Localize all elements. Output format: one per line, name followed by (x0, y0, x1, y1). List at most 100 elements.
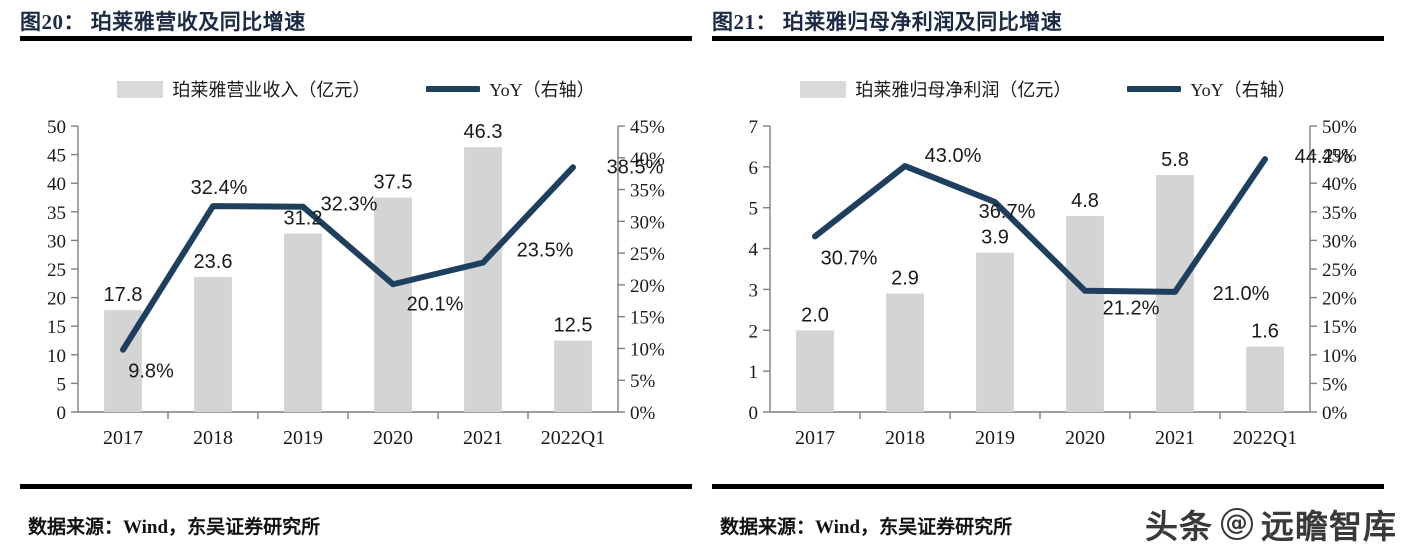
yoy-value-label: 36.7% (979, 201, 1036, 223)
y2-axis-tick-label: 40% (1322, 174, 1357, 195)
y2-axis-tick-label: 35% (630, 181, 665, 202)
chart-legend: 珀莱雅归母净利润（亿元） YoY（右轴） (712, 72, 1384, 106)
legend-line-label: YoY（右轴） (1190, 80, 1296, 100)
chart-svg: 0 5 10 15 20 25 30 35 40 45 50 0% 5% 10% 15% 20% 25% 30% 3… (47, 118, 665, 449)
y-axis-tick-label: 6 (749, 158, 759, 179)
x-axis-category-label: 2019 (975, 427, 1015, 449)
y2-axis-tick-label: 25% (1322, 260, 1357, 281)
x-axis-category-label: 2017 (795, 427, 835, 449)
y-axis-tick-label: 5 (749, 199, 759, 220)
yoy-value-label: 9.8% (128, 361, 174, 383)
y2-axis-tick-label: 20% (1322, 289, 1357, 310)
chart-legend: 珀莱雅营业收入（亿元） YoY（右轴） (20, 72, 692, 106)
bar-2017 (796, 330, 834, 412)
bar-value-label: 37.5 (374, 172, 413, 194)
y2-axis-tick-label: 10% (630, 339, 665, 360)
x-axis-category-label: 2018 (193, 427, 233, 449)
yoy-value-label: 43.0% (925, 145, 982, 167)
y-axis-tick-label: 50 (47, 118, 66, 138)
y-axis-tick-label: 4 (749, 240, 759, 261)
yoy-value-label: 32.4% (191, 177, 248, 199)
bar-value-label: 2.0 (801, 304, 829, 326)
x-axis-category-label: 2022Q1 (1233, 427, 1297, 449)
y2-axis-tick-label: 10% (1322, 346, 1357, 367)
x-axis-category-label: 2018 (885, 427, 925, 449)
footer-divider (20, 484, 692, 489)
bar-value-label: 17.8 (104, 284, 143, 306)
x-axis-category-label: 2019 (283, 427, 323, 449)
bar-2018 (886, 293, 924, 412)
y-axis-tick-label: 20 (47, 289, 66, 310)
bar-2018 (194, 277, 232, 412)
y2-axis-tick-label: 5% (1322, 374, 1348, 395)
figure-panel-21: 图21： 珀莱雅归母净利润及同比增速 珀莱雅归母净利润（亿元） YoY（右轴） … (712, 0, 1384, 555)
bar-value-label: 4.8 (1071, 190, 1099, 212)
bar-value-label: 1.6 (1251, 321, 1279, 343)
x-axis-category-label: 2022Q1 (541, 427, 605, 449)
figure-panel-20: 图20： 珀莱雅营收及同比增速 珀莱雅营业收入（亿元） YoY（右轴） 0 5 10… (20, 0, 692, 555)
y2-axis-tick-label: 40% (630, 149, 665, 170)
y-axis-tick-label: 0 (749, 403, 759, 424)
y-axis-tick-label: 7 (749, 118, 759, 138)
yoy-value-label: 32.3% (321, 194, 378, 216)
legend-bar-label: 珀莱雅营业收入（亿元） (172, 80, 371, 100)
footer-divider (712, 484, 1384, 489)
y-axis-tick-label: 40 (47, 174, 66, 195)
yoy-value-label: 20.1% (407, 293, 464, 315)
yoy-value-label: 38.5% (607, 156, 664, 178)
bar-value-label: 12.5 (554, 315, 593, 337)
y2-axis-tick-label: 25% (630, 244, 665, 265)
yoy-value-label: 23.5% (517, 240, 574, 262)
y-axis-tick-label: 45 (47, 146, 66, 167)
yoy-line (812, 156, 1268, 295)
legend-bar-label: 珀莱雅归母净利润（亿元） (855, 80, 1072, 100)
legend-item-bar: 珀莱雅营业收入（亿元） (117, 76, 370, 102)
legend-item-line: YoY（右轴） (426, 76, 595, 102)
legend-item-line: YoY（右轴） (1127, 76, 1296, 102)
legend-line-swatch-icon (426, 86, 481, 92)
y2-axis-tick-label: 0% (630, 403, 656, 424)
x-axis-category-label: 2020 (373, 427, 413, 449)
figure-title: 图21： 珀莱雅归母净利润及同比增速 (712, 10, 1063, 34)
chart-plot-area: 0 1 2 3 4 5 6 7 0% 5% 10% 15% 20% 25% 30% 35% 40% 45% 50% 2… (712, 118, 1384, 463)
y-axis-tick-label: 15 (47, 317, 66, 338)
y-axis-tick-label: 2 (749, 321, 759, 342)
watermark-name: 远瞻智库 (1261, 507, 1397, 546)
y-axis-tick-label: 10 (47, 346, 66, 367)
bar-value-label: 23.6 (194, 251, 233, 273)
watermark: 头条 @ 远瞻智库 (1145, 500, 1397, 548)
y2-axis-tick-label: 30% (1322, 231, 1357, 252)
y2-axis-tick-label: 0% (1322, 403, 1348, 424)
bar-2019 (284, 233, 322, 412)
legend-bar-swatch-icon (800, 80, 847, 98)
y-axis-tick-label: 35 (47, 203, 66, 224)
bar-value-label: 31.2 (284, 208, 323, 230)
bar-2019 (976, 252, 1014, 412)
y2-axis-tick-label: 20% (630, 276, 665, 297)
y2-axis-tick-label: 30% (630, 212, 665, 233)
y2-axis-tick-label: 15% (1322, 317, 1357, 338)
x-axis-category-label: 2020 (1065, 427, 1105, 449)
bar-2022Q1 (1246, 346, 1284, 412)
legend-bar-swatch-icon (117, 80, 164, 98)
source-note: 数据来源：Wind，东吴证券研究所 (720, 517, 1013, 538)
y-axis-tick-label: 25 (47, 260, 66, 281)
legend-item-bar: 珀莱雅归母净利润（亿元） (800, 76, 1071, 102)
legend-line-label: YoY（右轴） (489, 80, 595, 100)
y-axis-tick-label: 1 (749, 362, 759, 383)
y2-axis-tick-label: 5% (630, 371, 656, 392)
source-note: 数据来源：Wind，东吴证券研究所 (28, 517, 321, 538)
figure-title: 图20： 珀莱雅营收及同比增速 (20, 10, 306, 34)
bar-2021 (464, 147, 502, 412)
yoy-line (120, 164, 576, 353)
chart-svg: 0 1 2 3 4 5 6 7 0% 5% 10% 15% 20% 25% 30% 35% 40% 45% 50% 2… (749, 118, 1358, 449)
y-axis-tick-label: 5 (57, 374, 67, 395)
x-axis-category-label: 2021 (1155, 427, 1195, 449)
y2-axis-tick-label: 45% (630, 118, 665, 138)
y2-axis-tick-label: 50% (1322, 118, 1357, 138)
at-icon: @ (1221, 508, 1253, 540)
title-divider (712, 36, 1384, 41)
bar-value-label: 46.3 (464, 121, 503, 143)
bar-2020 (1066, 215, 1104, 412)
